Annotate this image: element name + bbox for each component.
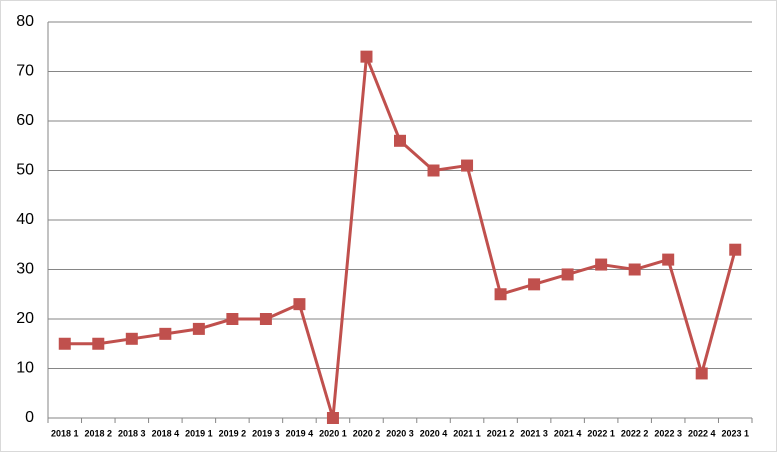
marker [226, 313, 239, 325]
marker [125, 332, 138, 345]
x-tick-label: 2020 3 [386, 428, 414, 438]
marker [528, 278, 541, 291]
y-tick-label: 30 [16, 261, 34, 278]
y-tick-label: 40 [16, 211, 34, 228]
marker [159, 327, 172, 340]
y-tick-label: 10 [16, 360, 34, 377]
x-tick-label: 2022 3 [654, 428, 682, 438]
marker [494, 288, 507, 301]
x-tick-label: 2020 4 [420, 428, 448, 438]
marker [461, 159, 474, 172]
marker [92, 337, 105, 350]
x-tick-label: 2021 3 [520, 428, 548, 438]
marker [293, 298, 306, 311]
marker [595, 258, 608, 271]
marker [259, 313, 272, 325]
marker [561, 268, 574, 281]
marker [695, 367, 708, 380]
y-tick-label: 70 [16, 63, 34, 80]
x-tick-label: 2020 2 [353, 428, 381, 438]
y-tick-label: 50 [16, 162, 34, 179]
x-tick-label: 2018 2 [85, 428, 113, 438]
marker [192, 322, 205, 335]
x-tick-label: 2019 2 [219, 428, 247, 438]
x-tick-label: 2018 1 [51, 428, 79, 438]
x-tick-label: 2020 1 [319, 428, 347, 438]
marker [326, 412, 339, 424]
marker [662, 253, 675, 266]
x-tick-label: 2019 4 [286, 428, 314, 438]
x-tick-label: 2022 2 [621, 428, 649, 438]
x-tick-label: 2018 4 [152, 428, 180, 438]
marker [427, 164, 440, 177]
marker [58, 337, 71, 350]
y-tick-label: 0 [25, 409, 34, 426]
x-tick-label: 2019 3 [252, 428, 280, 438]
y-tick-label: 20 [16, 310, 34, 327]
y-tick-label: 60 [16, 112, 34, 129]
x-tick-label: 2022 1 [587, 428, 615, 438]
x-tick-label: 2023 1 [721, 428, 749, 438]
x-tick-label: 2018 3 [118, 428, 146, 438]
x-tick-label: 2021 4 [554, 428, 582, 438]
y-tick-label: 80 [16, 13, 34, 30]
marker [360, 50, 373, 63]
x-tick-label: 2021 1 [453, 428, 481, 438]
x-tick-label: 2019 1 [185, 428, 213, 438]
marker [628, 263, 641, 276]
marker [394, 134, 406, 147]
x-tick-label: 2021 2 [487, 428, 515, 438]
marker [729, 243, 742, 256]
x-tick-label: 2022 4 [688, 428, 716, 438]
